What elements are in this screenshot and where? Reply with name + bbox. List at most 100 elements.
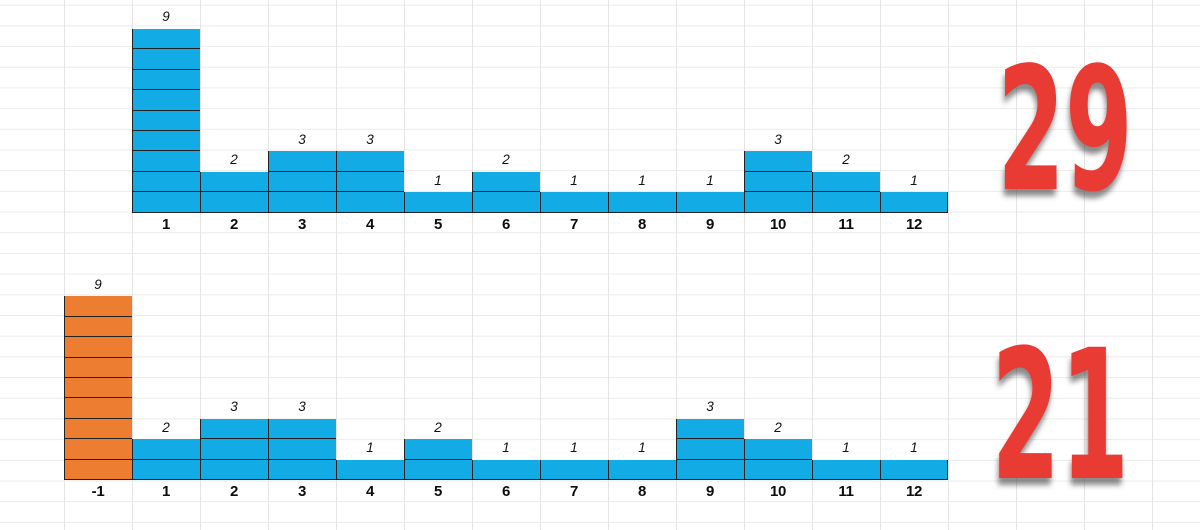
value-label: 1 [842,440,850,456]
bottom-total-number[interactable]: 21 [910,327,1200,507]
bar-8[interactable]: 1 [608,441,676,480]
axis-label-4: 4 [365,215,375,233]
axis-label-7: 7 [569,483,579,500]
value-label: 3 [774,131,782,147]
unit-block [268,418,336,440]
unit-block [132,439,200,460]
value-label: 1 [910,440,918,456]
bar-6[interactable]: 2 [472,153,540,213]
value-label: 1 [502,440,510,456]
unit-block [404,439,472,460]
top-total-number[interactable]: 29 [915,45,1200,216]
axis-label-7: 7 [569,215,579,233]
unit-block [132,69,200,91]
value-label: 2 [842,152,850,168]
bar--1[interactable]: 9 [64,278,132,480]
bar-9[interactable]: 3 [676,400,744,480]
unit-block [268,171,336,193]
unit-block [200,171,268,193]
bar-2[interactable]: 2 [200,153,268,213]
unit-block [812,459,880,480]
bar-6[interactable]: 1 [472,441,540,480]
unit-block [200,459,268,480]
axis-labels-row: 1 2 3 4 5 6 7 8 9 10 11 12 [132,213,948,235]
unit-block [64,398,132,419]
axis-label-10: 10 [769,215,787,233]
unit-block [132,130,200,152]
unit-block [64,459,132,480]
bar-8[interactable]: 1 [608,174,676,213]
value-label: 1 [910,172,918,188]
unit-block [744,192,812,213]
value-label: 2 [502,152,510,168]
bar-5[interactable]: 1 [404,174,472,213]
unit-block [132,49,200,70]
unit-block [336,459,404,480]
bottom-total-label: 21 [991,312,1129,521]
bar-4[interactable]: 3 [336,133,404,213]
bar-10[interactable]: 3 [744,133,812,213]
unit-block [64,296,132,317]
value-label: 1 [570,172,578,188]
unit-block [472,459,540,480]
unit-block [812,192,880,213]
bar-1[interactable]: 9 [132,10,200,213]
unit-block [676,418,744,440]
bar-11[interactable]: 2 [812,153,880,213]
axis-label-9: 9 [705,215,715,233]
axis-label-1: 1 [161,215,171,233]
unit-block [200,192,268,213]
unit-block [268,459,336,480]
unit-block [404,192,472,213]
bar-2[interactable]: 3 [200,400,268,480]
axis-label-3: 3 [297,483,307,500]
value-label: 2 [162,419,170,435]
histogram-top[interactable]: 9 2 3 3 1 2 1 1 1 3 2 1 1 2 3 4 5 6 7 8 9 10 11 12 [132,0,948,235]
unit-block [132,28,200,50]
unit-block [744,151,812,172]
unit-block [404,459,472,480]
unit-block [64,316,132,338]
unit-block [812,171,880,193]
bar-12[interactable]: 1 [880,174,948,213]
value-label: 2 [434,419,442,435]
axis-label-2: 2 [229,483,239,500]
bars-row: 9 2 3 3 1 2 1 1 1 3 2 1 [132,10,948,213]
axis-label-12: 12 [905,215,923,233]
bar-4[interactable]: 1 [336,441,404,480]
axis-label-8: 8 [637,215,647,233]
bar-1[interactable]: 2 [132,421,200,480]
value-label: 1 [638,440,646,456]
value-label: 2 [774,419,782,435]
value-label: 1 [638,172,646,188]
axis-label-11: 11 [838,215,854,233]
bar-3[interactable]: 3 [268,400,336,480]
unit-block [336,192,404,213]
unit-block [608,459,676,480]
value-label: 3 [230,399,238,415]
bar-9[interactable]: 1 [676,174,744,213]
axis-label--1: -1 [91,483,105,500]
axis-label-10: 10 [769,483,787,500]
unit-block [268,151,336,172]
value-label: 9 [162,9,170,25]
unit-block [132,90,200,111]
bar-7[interactable]: 1 [540,174,608,213]
unit-block [268,439,336,460]
bar-11[interactable]: 1 [812,441,880,480]
axis-label-11: 11 [838,483,854,500]
bar-12[interactable]: 1 [880,441,948,480]
value-label: 2 [230,152,238,168]
bar-3[interactable]: 3 [268,133,336,213]
unit-block [64,357,132,379]
axis-label-8: 8 [637,483,647,500]
unit-block [676,439,744,460]
histogram-bottom[interactable]: 9 2 3 3 1 2 1 1 1 3 2 1 1 -1 1 2 3 4 5 6 7 8 9 10 11 12 [64,0,948,502]
axis-label-6: 6 [501,215,511,233]
bar-10[interactable]: 2 [744,421,812,480]
bars-row: 9 2 3 3 1 2 1 1 1 3 2 1 1 [64,278,948,480]
unit-block [64,418,132,440]
bar-5[interactable]: 2 [404,421,472,480]
bar-7[interactable]: 1 [540,441,608,480]
